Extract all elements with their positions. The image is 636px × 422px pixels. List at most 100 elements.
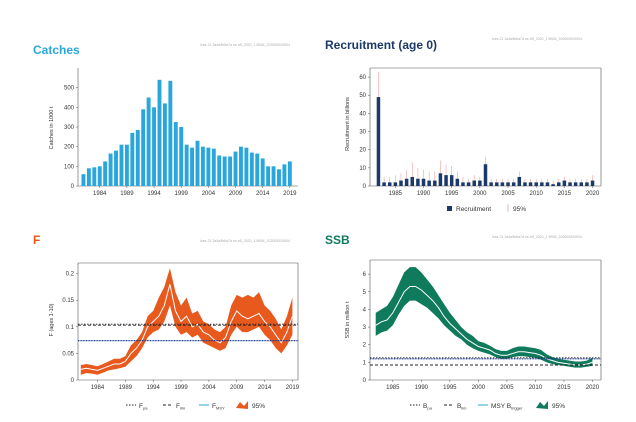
confidence-band: [375, 267, 593, 368]
legend-fmsy-label: FMSY: [212, 403, 225, 411]
x-tick-label: 1990: [415, 385, 429, 391]
catches-bar: [135, 129, 140, 186]
recruitment-bar: [404, 178, 409, 186]
y-tick-label: 60: [359, 75, 366, 81]
recruitment-bar: [534, 182, 538, 186]
x-tick-label: 2009: [229, 191, 243, 197]
x-tick-label: 1995: [443, 385, 457, 391]
legend-fpa-text: F: [139, 403, 143, 410]
catches-bar: [228, 156, 233, 186]
x-tick-label: 2009: [230, 385, 244, 391]
legend-bpa-label: Bpa: [423, 403, 433, 411]
legend-fpa-sub: pa: [143, 406, 148, 411]
legend-blim-label: Blim: [457, 403, 467, 411]
legend-flim-sub: lim: [180, 406, 186, 411]
recruitment-bar: [376, 97, 381, 186]
y-tick-label: 1: [363, 360, 367, 366]
catches-bar: [239, 146, 243, 186]
y-tick-label: 200: [64, 145, 75, 151]
x-tick-label: 2014: [256, 191, 270, 197]
y-tick-label: 0: [363, 378, 367, 384]
catches-bar: [277, 169, 281, 186]
y-tick-label: 4: [363, 307, 367, 313]
recruitment-legend: Recruitment 95%: [447, 204, 526, 213]
recruitment-bar: [489, 182, 493, 186]
legend-blim-text: B: [457, 403, 461, 410]
catches-bar: [141, 109, 146, 186]
x-tick-label: 2000: [473, 191, 487, 197]
catches-bar: [124, 144, 129, 186]
y-tick-label: 0.1: [66, 325, 75, 331]
ssb-ylabel: SSB in million t: [345, 301, 351, 338]
x-tick-label: 2004: [202, 191, 216, 197]
x-tick-label: 2010: [529, 385, 543, 391]
x-tick-label: 1984: [91, 385, 105, 391]
catches-bar: [195, 140, 200, 186]
y-tick-label: 0: [71, 184, 75, 190]
y-tick-label: 40: [359, 111, 366, 117]
y-tick-label: 10: [359, 166, 366, 172]
recruitment-bar: [449, 175, 454, 186]
y-tick-label: 6: [363, 272, 367, 278]
recruitment-bar: [495, 182, 499, 186]
x-tick-label: 2000: [472, 385, 486, 391]
y-tick-label: 500: [64, 86, 75, 92]
catches-bar: [92, 167, 97, 186]
catches-title: Catches: [33, 43, 80, 57]
x-tick-label: 2020: [586, 191, 600, 197]
f-chart: 0 0.05 0.1 0.15 0.2 1984 1989 1994 1999 2004 2009 2…: [62, 262, 300, 391]
recruitment-bar: [500, 182, 505, 186]
catches-bar: [103, 161, 108, 186]
legend-err-label: 95%: [513, 206, 526, 213]
x-tick-label: 2005: [500, 385, 514, 391]
legend-flim-label: Flim: [176, 403, 186, 411]
x-tick-label: 2005: [501, 191, 515, 197]
catches-bar: [81, 174, 86, 186]
f-ylabel: F (ages 1-10): [49, 303, 55, 336]
legend-flim-text: F: [176, 403, 180, 410]
f-title: F: [33, 233, 40, 247]
catches-bar: [260, 158, 265, 186]
catches-bar: [184, 144, 189, 186]
recruitment-bar: [410, 176, 415, 186]
y-tick-label: 3: [363, 325, 367, 331]
y-tick-label: 5: [363, 290, 367, 296]
catches-bar: [179, 127, 184, 186]
recruitment-bar: [427, 180, 431, 186]
catches-bar: [108, 153, 113, 186]
catches-bar: [233, 151, 238, 186]
catches-bar: [152, 107, 157, 186]
y-tick-label: 100: [64, 164, 75, 170]
catches-bar: [146, 97, 151, 186]
recruitment-bar: [472, 180, 476, 186]
y-tick-label: 50: [359, 93, 366, 99]
recruitment-bar: [540, 182, 544, 186]
catches-bar: [173, 122, 178, 186]
legend-recruitment-label: Recruitment: [456, 206, 491, 213]
catches-bar: [162, 103, 167, 186]
catches-bar: [130, 132, 135, 186]
x-tick-label: 1984: [93, 191, 107, 197]
catches-chart: 0 100 200 300 400 500 1984 1989 1994 1999 2004 2009…: [64, 68, 298, 197]
y-tick-label: 400: [64, 105, 75, 111]
catches-bar: [255, 153, 260, 186]
recruitment-title: Recruitment (age 0): [325, 38, 437, 52]
recruitment-small-id: Ices-21 2a4a5b6a7a ce-xB_2020_1 9B04_202…: [492, 37, 582, 41]
ssb-title: SSB: [325, 233, 350, 247]
recruitment-bar: [523, 182, 527, 186]
ssb-legend: Bpa Blim MSY Btrigger 95%: [410, 401, 565, 411]
catches-bar: [119, 144, 124, 186]
x-tick-label: 2019: [286, 385, 300, 391]
legend-msy-label: MSY Btrigger: [491, 403, 523, 411]
y-tick-label: 2: [363, 343, 367, 349]
recruitment-bar: [511, 182, 516, 186]
recruitment-bar: [579, 182, 584, 186]
recruitment-bar: [399, 180, 403, 186]
recruitment-bar: [590, 180, 595, 186]
y-tick-label: 30: [359, 130, 366, 136]
f-small-id: Ices-21 2a4a5b6a7a ce-xB_2020_1 9B04_202…: [200, 239, 290, 243]
recruitment-bar: [438, 173, 443, 186]
x-tick-label: 1985: [389, 191, 403, 197]
recruitment-bar: [466, 182, 471, 186]
